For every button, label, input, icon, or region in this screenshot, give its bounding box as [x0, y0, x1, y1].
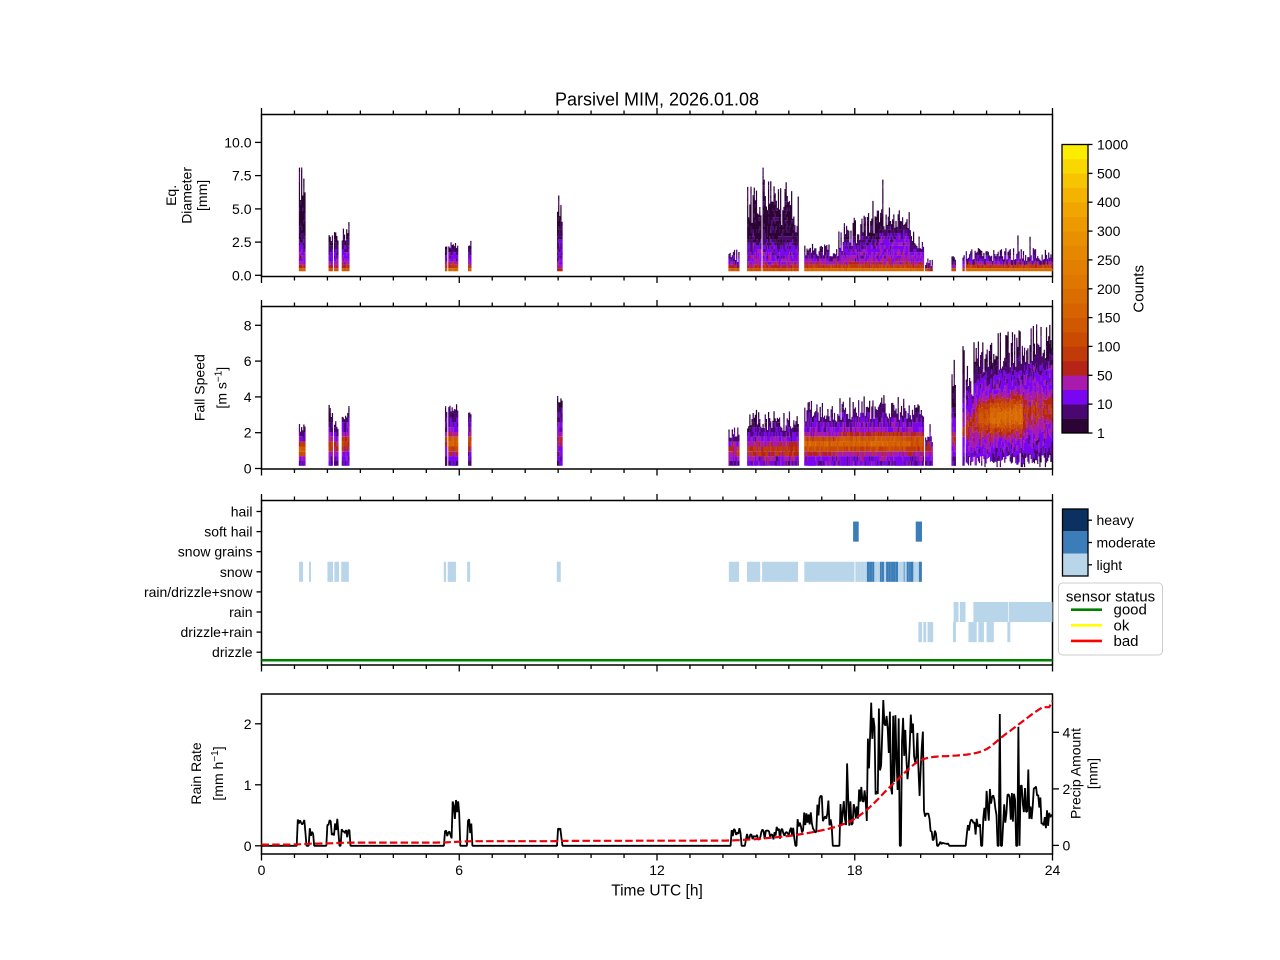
- svg-text:hail: hail: [231, 504, 253, 520]
- svg-text:Precip Amount: Precip Amount: [1068, 728, 1084, 819]
- svg-text:heavy: heavy: [1097, 512, 1134, 528]
- svg-text:Rain Rate: Rain Rate: [188, 742, 204, 804]
- svg-text:bad: bad: [1114, 633, 1139, 650]
- svg-text:soft hail: soft hail: [204, 524, 252, 540]
- svg-text:Eq.: Eq.: [163, 185, 179, 206]
- svg-text:8: 8: [244, 317, 252, 333]
- svg-text:rain: rain: [229, 604, 252, 620]
- svg-text:Parsivel MIM, 2026.01.08: Parsivel MIM, 2026.01.08: [555, 90, 759, 110]
- svg-text:moderate: moderate: [1097, 535, 1156, 551]
- svg-text:2: 2: [1063, 781, 1071, 797]
- svg-text:2: 2: [244, 716, 252, 732]
- svg-text:500: 500: [1097, 165, 1121, 181]
- svg-text:1: 1: [1097, 425, 1105, 441]
- svg-text:[mm]: [mm]: [194, 180, 210, 211]
- svg-text:100: 100: [1097, 338, 1121, 354]
- svg-text:ok: ok: [1114, 617, 1130, 634]
- svg-text:4: 4: [1063, 724, 1071, 740]
- svg-text:250: 250: [1097, 252, 1121, 268]
- svg-text:sensor status: sensor status: [1066, 589, 1155, 606]
- svg-text:rain/drizzle+snow: rain/drizzle+snow: [144, 584, 253, 600]
- svg-text:1: 1: [244, 777, 252, 793]
- svg-text:Fall Speed: Fall Speed: [192, 354, 208, 421]
- svg-text:10: 10: [1097, 396, 1113, 412]
- svg-text:50: 50: [1097, 367, 1113, 383]
- svg-text:Counts: Counts: [1131, 265, 1148, 313]
- svg-text:0: 0: [1063, 837, 1071, 853]
- svg-text:snow: snow: [220, 564, 254, 580]
- svg-text:12: 12: [649, 862, 665, 878]
- svg-text:Time UTC [h]: Time UTC [h]: [611, 883, 703, 900]
- svg-text:400: 400: [1097, 194, 1121, 210]
- svg-text:light: light: [1097, 557, 1123, 573]
- svg-text:150: 150: [1097, 310, 1121, 326]
- svg-text:drizzle: drizzle: [212, 644, 253, 660]
- svg-text:0: 0: [244, 838, 252, 854]
- svg-text:good: good: [1114, 602, 1147, 619]
- svg-text:6: 6: [455, 862, 463, 878]
- svg-text:18: 18: [847, 862, 863, 878]
- svg-text:300: 300: [1097, 223, 1121, 239]
- svg-text:0.0: 0.0: [232, 267, 252, 283]
- svg-text:drizzle+rain: drizzle+rain: [181, 624, 253, 640]
- svg-text:200: 200: [1097, 281, 1121, 297]
- svg-text:7.5: 7.5: [232, 168, 252, 184]
- svg-text:10.0: 10.0: [224, 134, 251, 150]
- svg-text:2.5: 2.5: [232, 234, 252, 250]
- svg-text:1000: 1000: [1097, 137, 1128, 153]
- svg-text:0: 0: [258, 862, 266, 878]
- svg-text:0: 0: [244, 461, 252, 477]
- svg-text:4: 4: [244, 389, 252, 405]
- svg-text:Diameter: Diameter: [179, 167, 195, 224]
- svg-text:snow grains: snow grains: [178, 544, 253, 560]
- svg-text:2: 2: [244, 425, 252, 441]
- svg-text:24: 24: [1045, 862, 1061, 878]
- svg-text:[mm]: [mm]: [1085, 758, 1101, 789]
- svg-text:5.0: 5.0: [232, 201, 252, 217]
- svg-text:6: 6: [244, 353, 252, 369]
